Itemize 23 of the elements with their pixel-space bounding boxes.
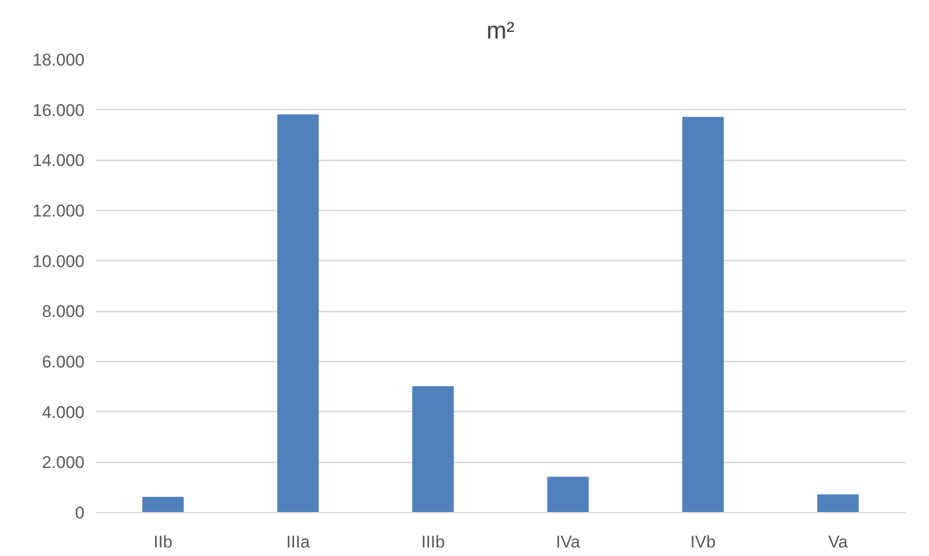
- y-tick-label: 18.000: [32, 50, 85, 70]
- x-tick-label: IVa: [556, 532, 581, 552]
- x-tick-label: IIIa: [286, 532, 310, 552]
- y-tick-label: 16.000: [32, 100, 85, 120]
- bar: [817, 494, 859, 512]
- x-tick-label: IIb: [154, 532, 172, 552]
- chart-title: m²: [486, 18, 514, 44]
- bar: [142, 496, 184, 512]
- y-tick-label: 14.000: [32, 151, 85, 170]
- bar: [547, 476, 589, 512]
- x-tick-label: Va: [828, 532, 848, 552]
- bar: [412, 386, 454, 512]
- y-tick-label: 8.000: [42, 302, 85, 322]
- y-tick-label: 0: [75, 504, 85, 522]
- y-tick-label: 6.000: [42, 352, 85, 372]
- y-tick-label: 4.000: [42, 402, 85, 422]
- bar: [277, 114, 319, 512]
- x-tick-label: IVb: [690, 532, 716, 552]
- bar: [682, 116, 724, 512]
- y-tick-label: 12.000: [32, 202, 85, 220]
- x-tick-label: IIIb: [421, 532, 445, 552]
- y-tick-label: 10.000: [32, 252, 85, 271]
- y-tick-label: 2.000: [42, 453, 85, 472]
